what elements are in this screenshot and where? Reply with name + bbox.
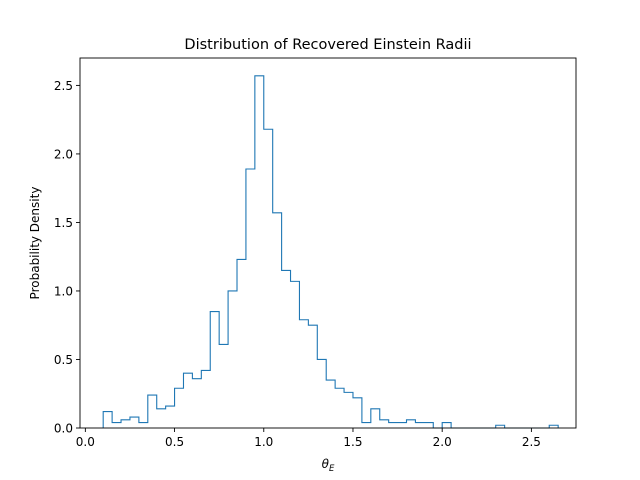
y-tick-label: 2.5 [54, 79, 73, 93]
x-axis-label-symbol: θ [322, 457, 330, 471]
y-tick-label: 0.5 [54, 353, 73, 367]
x-tick-label: 1.0 [254, 435, 273, 449]
plot-area-frame [79, 57, 577, 429]
x-tick-label: 1.5 [343, 435, 362, 449]
histogram-step-line [102, 75, 559, 429]
y-tick-label: 2.0 [54, 147, 73, 161]
x-tick-label: 0.0 [76, 435, 95, 449]
y-axis-ticks: 0.0 0.5 1.0 1.5 2.0 2.5 [54, 79, 80, 436]
y-tick-label: 1.5 [54, 216, 73, 230]
x-axis-label: θE [322, 457, 335, 474]
x-axis-ticks: 0.0 0.5 1.0 1.5 2.0 2.5 [76, 428, 541, 449]
chart-title: Distribution of Recovered Einstein Radii [184, 37, 471, 53]
y-tick-label: 0.0 [54, 422, 73, 436]
x-tick-label: 2.5 [522, 435, 541, 449]
x-tick-label: 2.0 [433, 435, 452, 449]
x-axis-label-subscript: E [329, 464, 335, 474]
y-tick-label: 1.0 [54, 284, 73, 298]
x-tick-label: 0.5 [165, 435, 184, 449]
y-axis-label: Probability Density [28, 187, 42, 300]
